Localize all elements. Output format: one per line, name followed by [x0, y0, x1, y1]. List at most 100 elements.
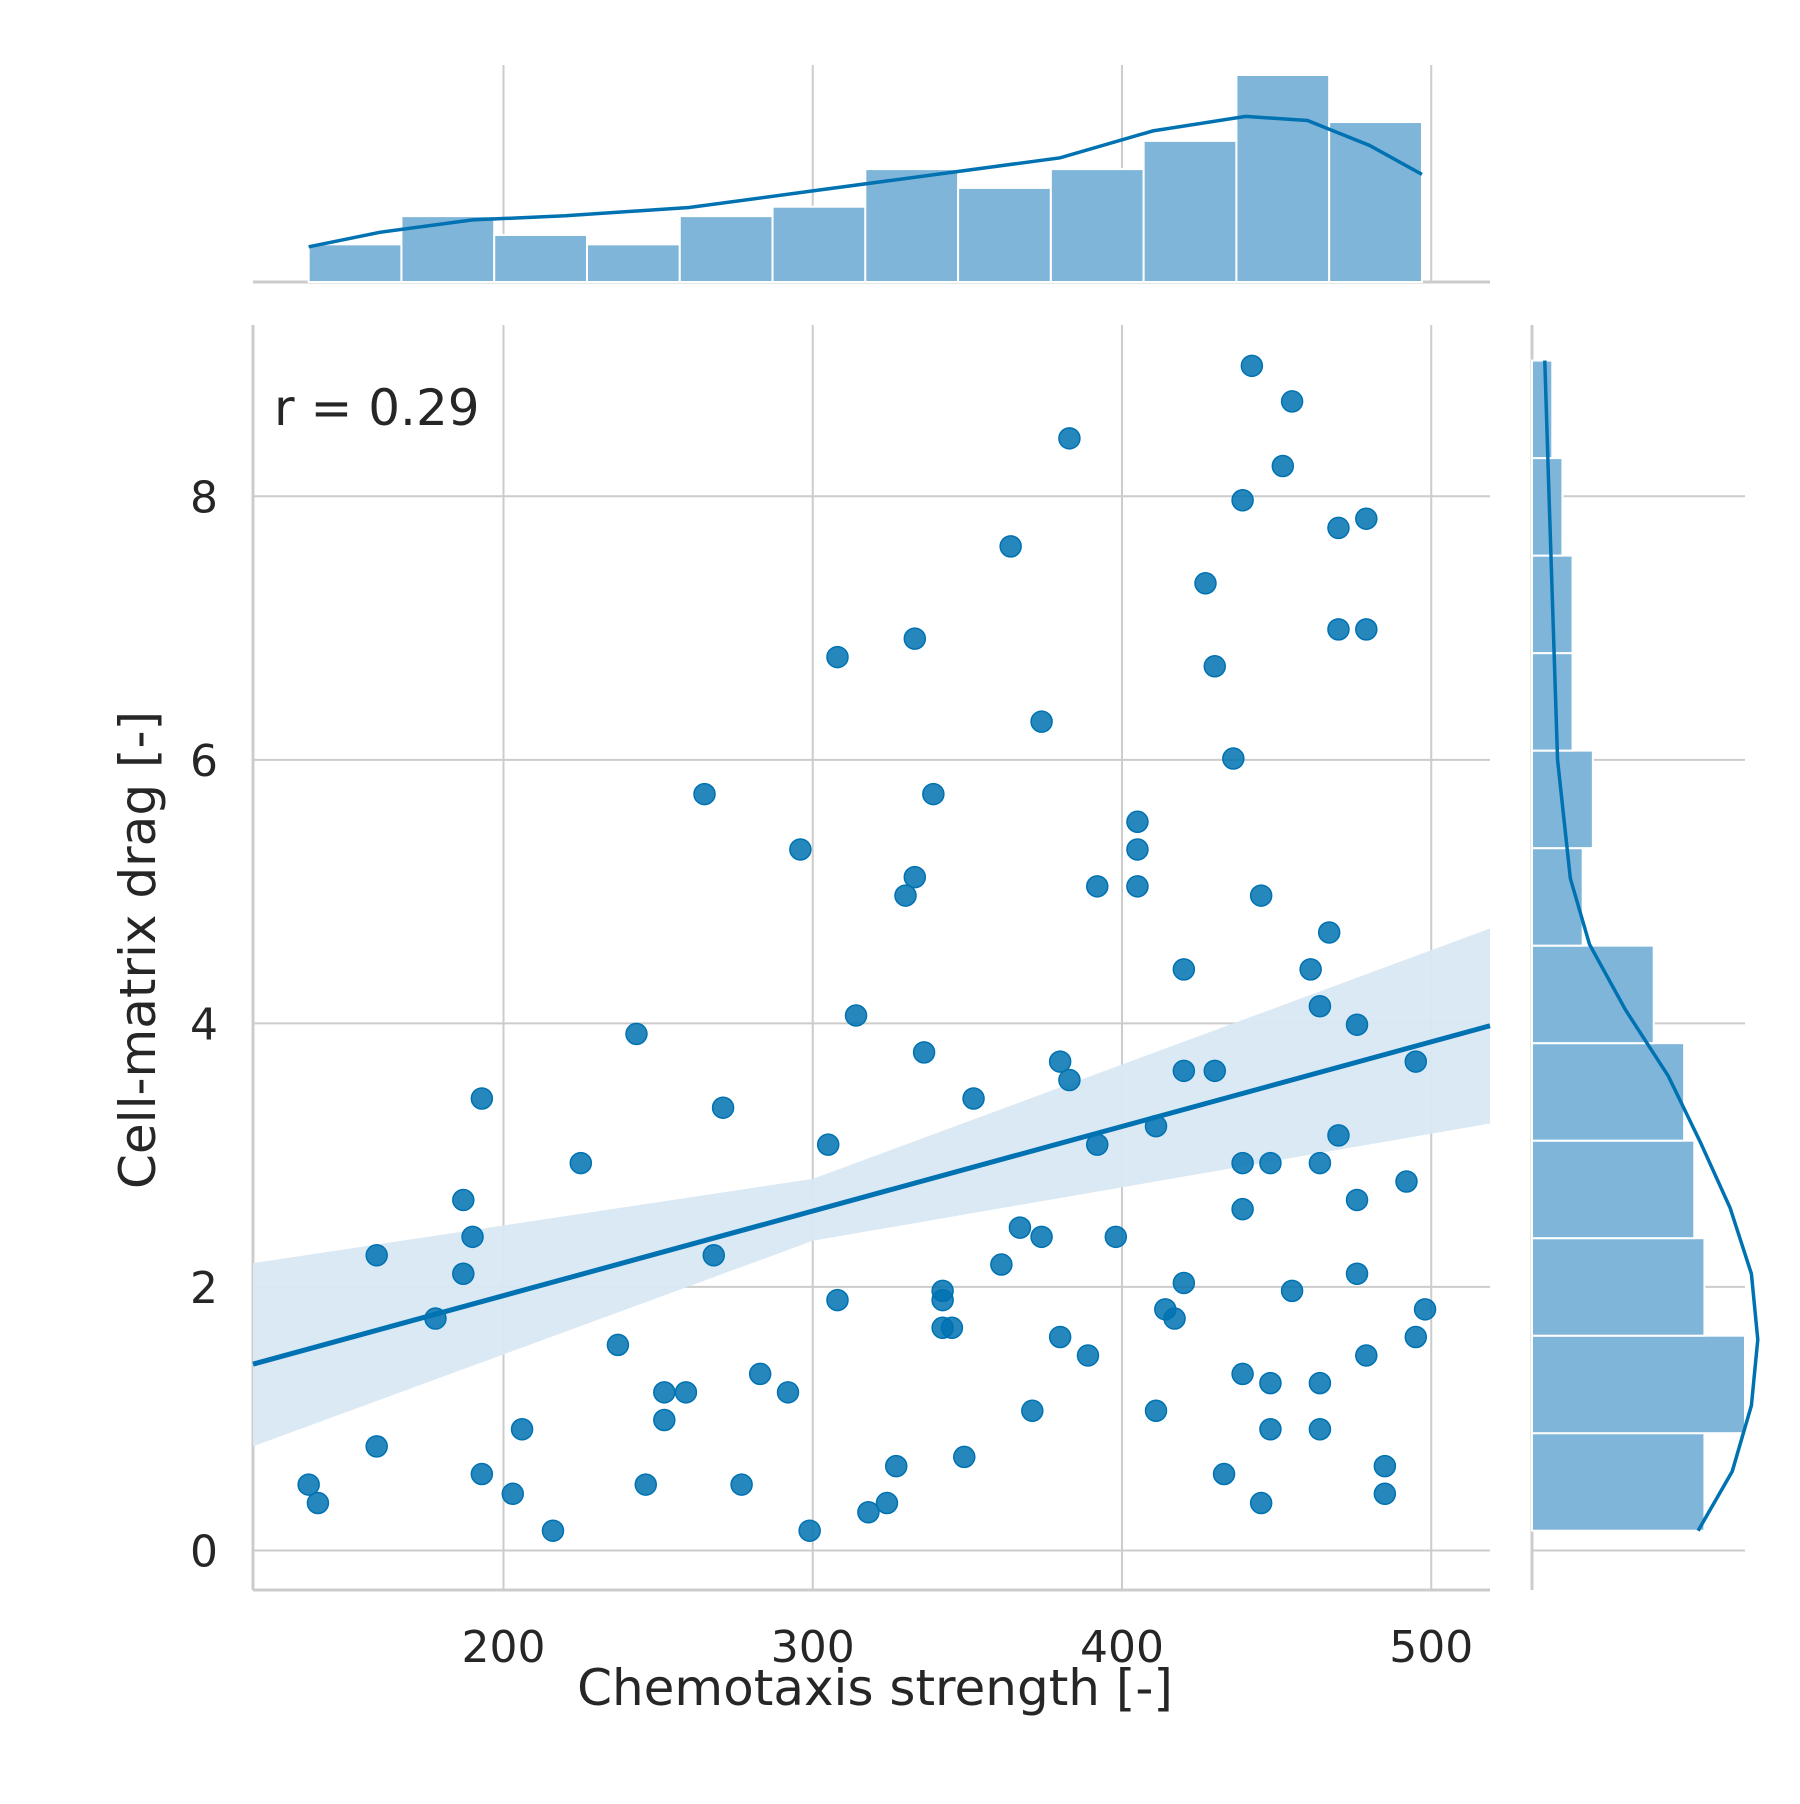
x-tick-label: 300	[771, 1622, 855, 1673]
scatter-point	[730, 1473, 753, 1496]
scatter-point	[569, 1151, 593, 1175]
x-histogram-bar	[1049, 168, 1145, 283]
scatter-point	[1058, 1068, 1081, 1092]
y-marginal-histogram	[1530, 325, 1760, 1590]
scatter-point	[884, 1454, 908, 1478]
y-axis-label: Cell-matrix drag [-]	[109, 711, 167, 1189]
scatter-point	[1395, 1170, 1418, 1193]
scatter-point	[1308, 1371, 1332, 1395]
x-histogram-bar	[307, 243, 403, 283]
x-tick-label: 400	[1080, 1622, 1164, 1673]
scatter-point	[510, 1417, 534, 1441]
scatter-point	[1280, 390, 1304, 413]
y-histogram-bar	[1531, 1139, 1696, 1240]
scatter-point	[1058, 427, 1081, 450]
scatter-point	[844, 1004, 868, 1027]
scatter-point	[816, 1133, 840, 1156]
x-tick-label: 200	[462, 1622, 546, 1673]
scatter-point	[1222, 747, 1245, 770]
scatter-point	[297, 1473, 320, 1496]
scatter-point	[606, 1333, 630, 1357]
x-marginal-histogram	[253, 65, 1490, 284]
x-tick-label: 500	[1389, 1622, 1473, 1673]
scatter-point	[1203, 1059, 1227, 1083]
x-histogram-bar	[1142, 139, 1238, 283]
x-histogram-bar	[1328, 121, 1423, 283]
scatter-point	[306, 1491, 330, 1515]
scatter-point	[1249, 884, 1273, 907]
scatter-point	[470, 1087, 494, 1110]
confidence-band	[253, 928, 1490, 1447]
scatter-point	[1231, 1362, 1254, 1386]
y-histogram-bar	[1531, 1042, 1686, 1142]
scatter-point	[1104, 1225, 1128, 1249]
scatter-point	[1345, 1013, 1369, 1036]
regression-line	[252, 1023, 1491, 1367]
scatter-point	[826, 645, 849, 669]
scatter-point	[1203, 655, 1227, 678]
scatter-point	[634, 1473, 657, 1496]
scatter-point	[1172, 1271, 1196, 1295]
scatter-point	[776, 1381, 800, 1404]
y-tick-label: 8	[190, 472, 218, 523]
scatter-point	[1194, 572, 1217, 595]
scatter-point	[1249, 1491, 1273, 1515]
y-kde-curve	[1543, 360, 1760, 1532]
y-histogram-bar	[1531, 1237, 1706, 1337]
scatter-point	[1373, 1454, 1397, 1478]
scatter-point	[1404, 1325, 1428, 1349]
scatter-point	[365, 1244, 388, 1267]
scatter-point	[1345, 1188, 1369, 1212]
scatter-point	[1327, 516, 1350, 540]
scatter-point	[748, 1362, 772, 1386]
scatter-point	[1048, 1325, 1072, 1349]
scatter-point	[931, 1288, 954, 1312]
scatter-point	[693, 782, 716, 806]
scatter-point	[1030, 710, 1053, 733]
y-tick-label: 4	[190, 999, 218, 1050]
scatter-point	[1086, 875, 1109, 898]
scatter-point	[1144, 1399, 1168, 1423]
scatter-point	[1373, 1482, 1397, 1506]
scatter-point	[826, 1288, 849, 1312]
scatter-point	[1327, 618, 1350, 641]
scatter-point	[1413, 1298, 1437, 1321]
x-kde-curve	[308, 114, 1423, 249]
scatter-point	[711, 1096, 735, 1119]
scatter-point	[1345, 1262, 1369, 1285]
scatter-point	[452, 1188, 475, 1212]
y-tick-label: 0	[190, 1526, 218, 1577]
scatter-point	[1259, 1371, 1282, 1395]
scatter-point	[903, 865, 927, 889]
x-histogram-bar	[493, 233, 588, 283]
scatter-point	[1355, 618, 1378, 641]
scatter-point	[1126, 875, 1149, 898]
scatter-point	[953, 1445, 976, 1469]
scatter-point	[1212, 1462, 1236, 1486]
y-histogram-bar	[1531, 944, 1655, 1045]
scatter-point	[1308, 995, 1332, 1018]
scatter-point	[653, 1381, 676, 1404]
scatter-point	[625, 1022, 648, 1046]
scatter-point	[653, 1408, 676, 1432]
scatter-point	[1126, 838, 1149, 861]
scatter-point	[875, 1491, 899, 1515]
x-histogram-bar	[585, 243, 681, 283]
scatter-point	[1280, 1279, 1304, 1303]
scatter-point	[1355, 1344, 1378, 1367]
y-histogram-bar	[1531, 359, 1554, 460]
scatter-point	[1404, 1050, 1428, 1073]
scatter-point	[857, 1501, 880, 1524]
scatter-point	[1355, 507, 1378, 530]
scatter-point	[501, 1482, 525, 1506]
scatter-point	[1126, 810, 1149, 834]
scatter-point	[1048, 1050, 1072, 1073]
scatter-point	[1231, 1151, 1254, 1175]
scatter-point	[990, 1253, 1013, 1276]
scatter-point	[1259, 1417, 1282, 1441]
scatter-point	[1172, 958, 1196, 981]
scatter-point	[894, 884, 917, 907]
x-histogram-bar	[1235, 74, 1331, 283]
scatter-point	[461, 1225, 484, 1249]
